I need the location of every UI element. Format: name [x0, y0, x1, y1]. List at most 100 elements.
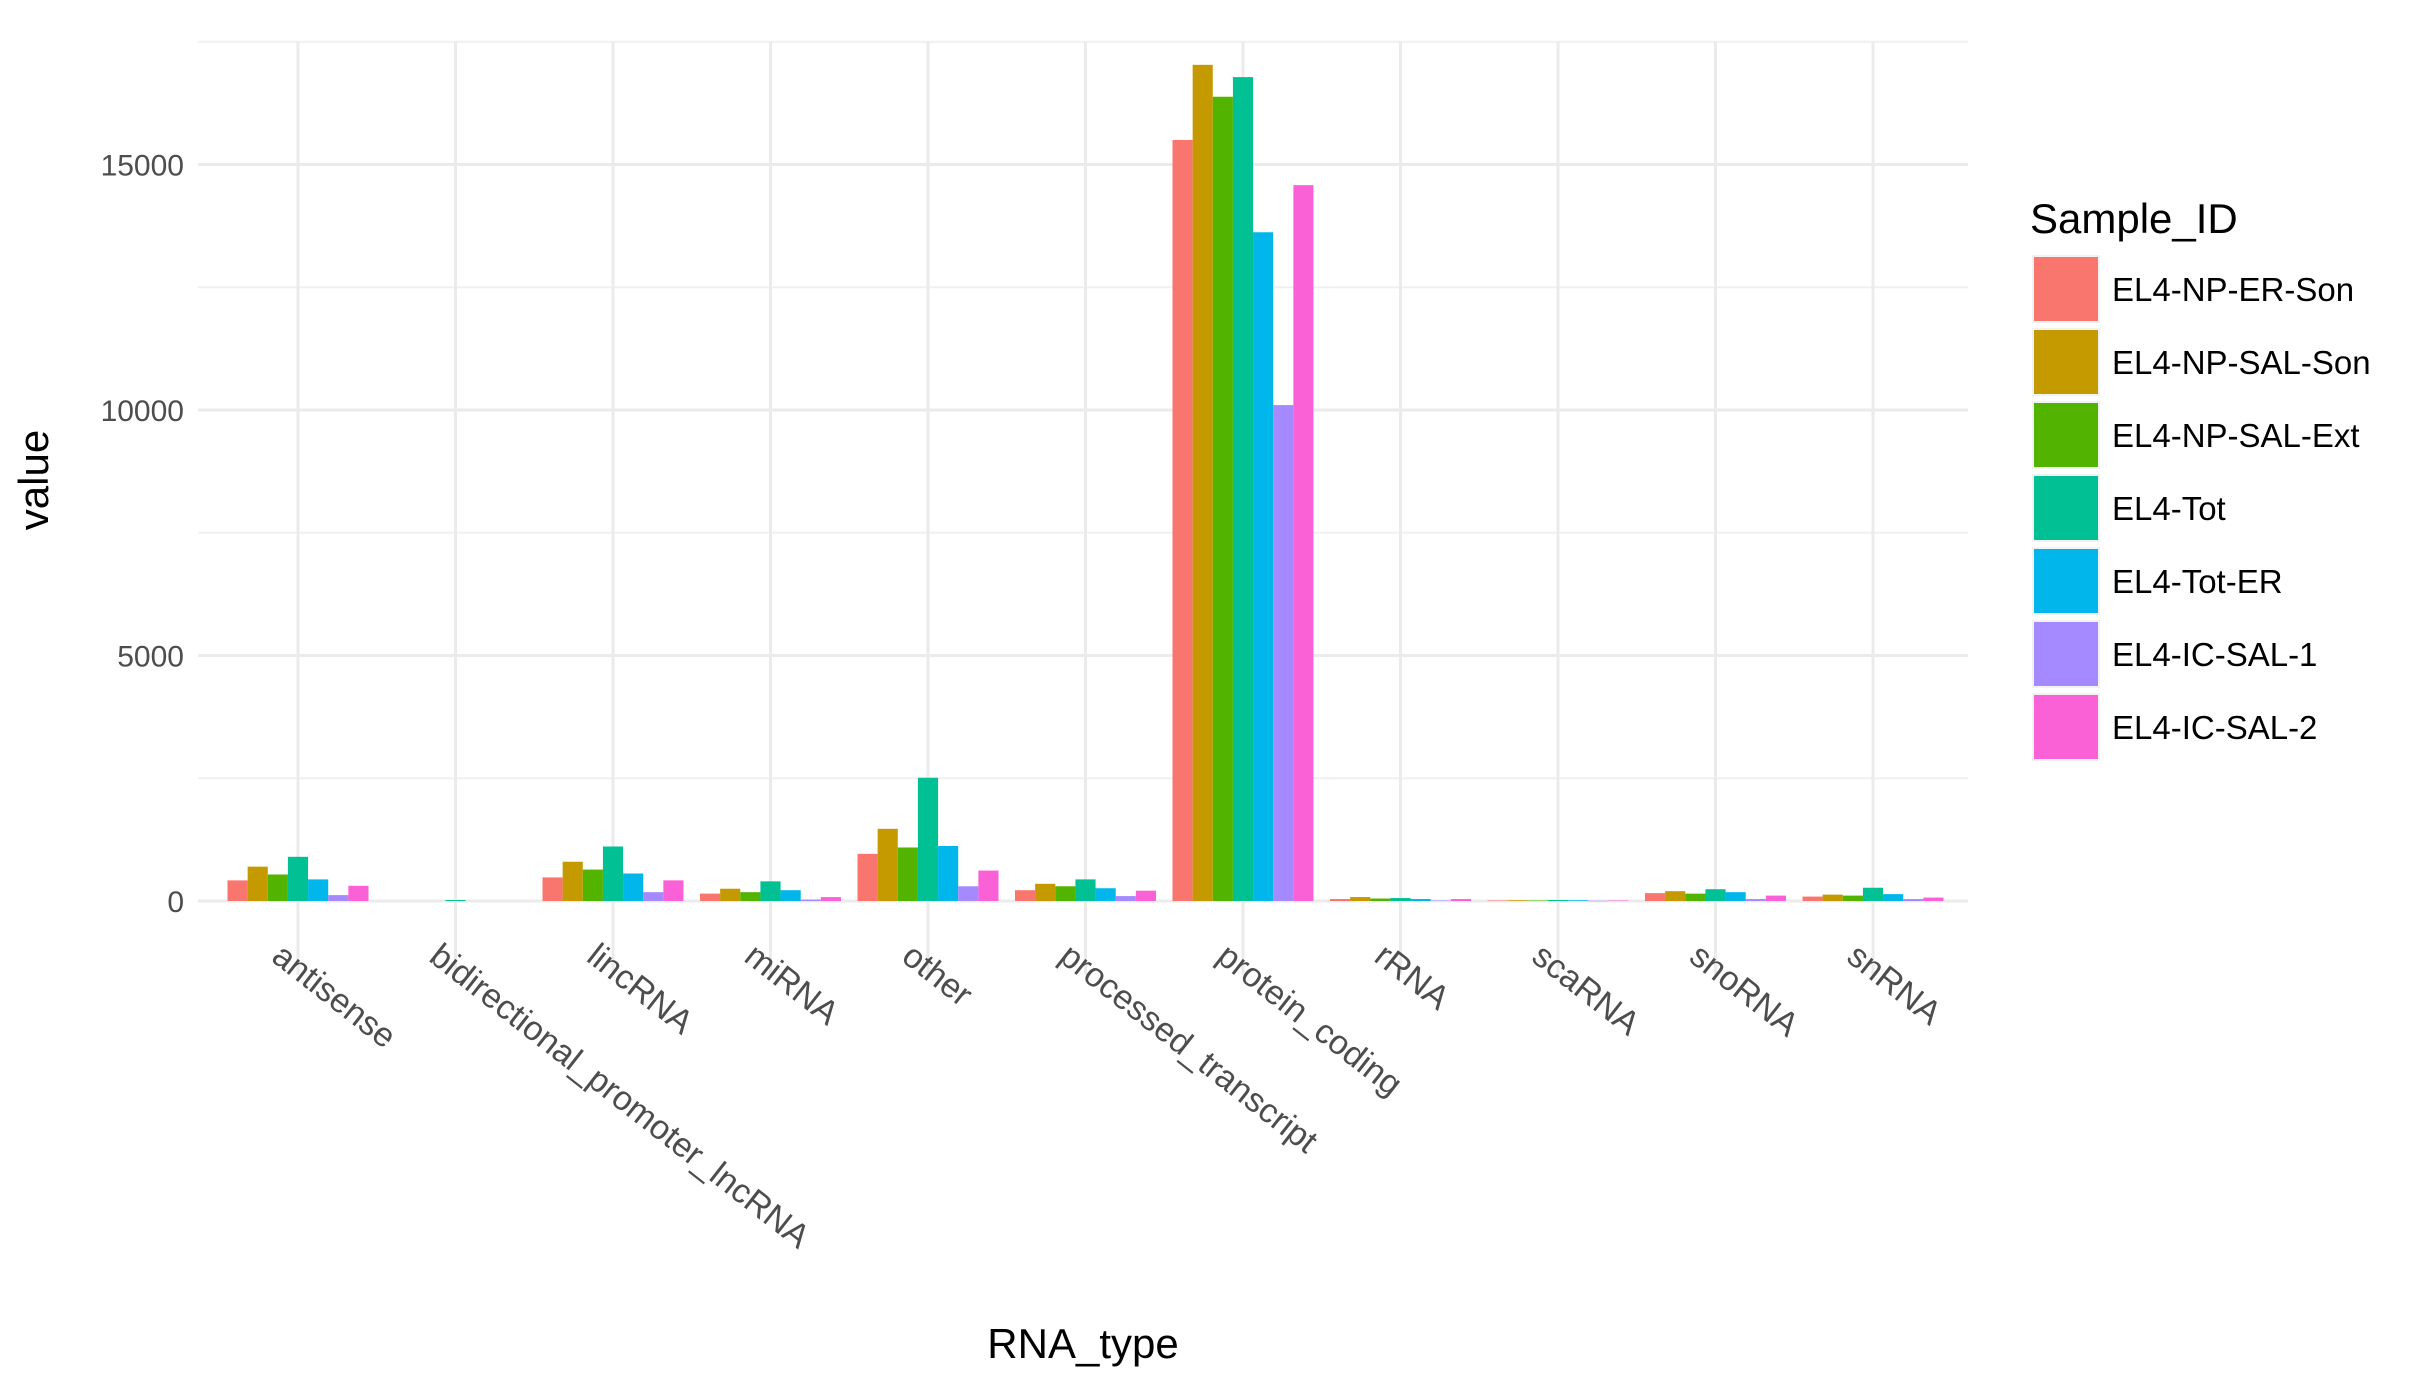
legend-swatch — [2034, 549, 2098, 613]
bar — [1507, 900, 1528, 901]
bar — [247, 866, 268, 901]
bar — [1883, 894, 1904, 901]
bar — [582, 869, 603, 901]
legend-swatch — [2034, 476, 2098, 540]
bar — [1842, 895, 1863, 901]
bar — [877, 828, 898, 901]
bar — [800, 899, 821, 901]
bar — [700, 893, 721, 901]
bar — [287, 856, 309, 901]
y-tick-label: 10000 — [101, 395, 184, 428]
bar — [958, 886, 979, 901]
bar — [267, 874, 288, 901]
y-tick-label: 5000 — [117, 641, 184, 674]
legend-label: EL4-Tot-ER — [2112, 563, 2283, 600]
x-tick-label: snRNA — [1840, 936, 1949, 1032]
bar — [740, 892, 761, 901]
bar — [445, 900, 466, 901]
bar — [1450, 899, 1471, 901]
bar — [308, 879, 329, 901]
bar — [1192, 64, 1213, 901]
bar — [1273, 405, 1294, 901]
x-tick-label: processed_transcript — [1053, 936, 1326, 1161]
bar — [1330, 899, 1351, 901]
bar — [897, 847, 918, 901]
legend-swatch — [2034, 330, 2098, 394]
bar — [328, 895, 349, 901]
x-tick-label: rRNA — [1368, 936, 1457, 1017]
legend-swatch — [2034, 257, 2098, 321]
x-tick-label: miRNA — [738, 936, 846, 1032]
bar — [1862, 887, 1884, 901]
bar — [542, 877, 563, 901]
bar — [1172, 139, 1193, 901]
y-tick-label: 15000 — [101, 150, 184, 183]
grid-lines — [198, 40, 1968, 975]
legend-label: EL4-NP-ER-Son — [2112, 271, 2354, 308]
bar — [1015, 890, 1036, 901]
bar — [1685, 893, 1706, 901]
x-axis-ticks: antisense bidirectional_promoter_lncRNAli… — [265, 936, 1949, 1256]
bar — [1568, 900, 1589, 901]
x-tick-label: other — [895, 936, 979, 1014]
bar — [1705, 889, 1726, 901]
x-tick-label: antisense — [265, 936, 403, 1056]
bar — [1232, 77, 1254, 902]
bar — [1527, 900, 1548, 902]
bar — [1430, 900, 1451, 902]
bar — [1903, 899, 1924, 901]
bar — [1410, 899, 1431, 901]
bar — [780, 890, 801, 901]
bar — [1350, 897, 1371, 901]
bar — [562, 861, 583, 901]
legend: EL4-NP-ER-Son EL4-NP-SAL-Son EL4-NP-SAL-Ex… — [2032, 255, 2371, 761]
bar — [227, 880, 248, 901]
bar — [348, 885, 369, 901]
bar — [1390, 898, 1411, 901]
bar — [1665, 891, 1686, 901]
bar — [1608, 900, 1629, 902]
bar — [820, 897, 841, 901]
y-axis-title: value — [10, 430, 57, 530]
x-axis-title: RNA_type — [987, 1320, 1178, 1367]
bar — [1645, 893, 1666, 901]
legend-label: EL4-IC-SAL-2 — [2112, 709, 2317, 746]
bar — [1115, 896, 1136, 901]
bar — [760, 881, 781, 901]
bar — [1487, 900, 1508, 902]
y-tick-label: 0 — [167, 886, 184, 919]
bar — [1253, 232, 1274, 901]
y-axis-ticks: 0 5000 10000 15000 — [101, 150, 184, 920]
bar — [917, 777, 939, 901]
bar — [978, 870, 999, 901]
legend-label: EL4-Tot — [2112, 490, 2226, 527]
x-tick-label: lincRNA — [580, 936, 700, 1042]
legend-swatch — [2034, 695, 2098, 759]
bar — [1293, 185, 1314, 901]
bar — [663, 880, 684, 901]
bars — [227, 64, 1944, 902]
x-tick-label: snoRNA — [1683, 936, 1806, 1044]
bar — [1765, 895, 1786, 901]
bar — [623, 873, 644, 901]
bar — [1725, 892, 1746, 901]
legend-swatch — [2034, 403, 2098, 467]
bar — [1095, 888, 1116, 901]
bar — [1035, 883, 1056, 901]
bar — [1135, 890, 1156, 901]
bar — [1370, 898, 1391, 901]
bar — [1822, 894, 1843, 901]
bar — [602, 846, 624, 901]
bar — [1923, 897, 1944, 901]
legend-swatch — [2034, 622, 2098, 686]
x-tick-label: scaRNA — [1525, 936, 1647, 1043]
bar — [1547, 900, 1569, 901]
bar — [720, 888, 741, 901]
legend-label: EL4-NP-SAL-Son — [2112, 344, 2371, 381]
bar — [938, 846, 959, 901]
bar — [857, 853, 878, 901]
bar — [643, 892, 664, 901]
bar — [1055, 886, 1076, 901]
bar — [1745, 899, 1766, 901]
